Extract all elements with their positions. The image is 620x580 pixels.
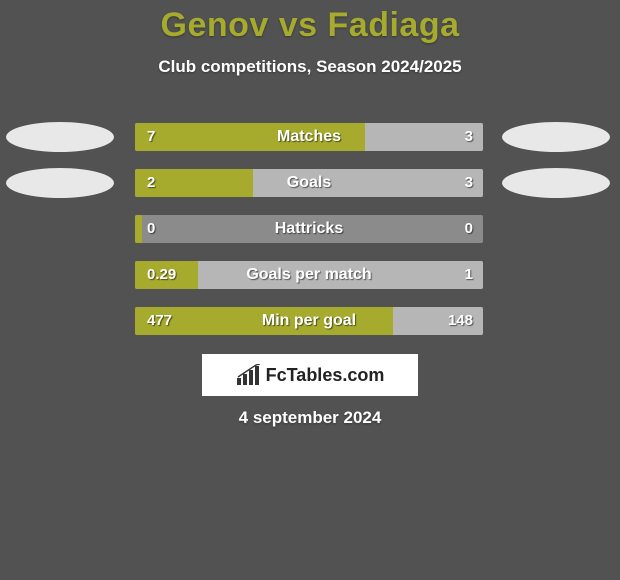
bar-right <box>365 123 483 151</box>
stat-row: Hattricks00 <box>0 212 620 258</box>
comparison-chart: Matches73Goals23Hattricks00Goals per mat… <box>0 120 620 350</box>
page-subtitle: Club competitions, Season 2024/2025 <box>0 57 620 77</box>
date-label: 4 september 2024 <box>0 408 620 428</box>
brand-bars-icon <box>236 364 262 386</box>
bar-left <box>135 169 253 197</box>
stat-row: Goals per match0.291 <box>0 258 620 304</box>
bar-left <box>135 215 142 243</box>
stat-row: Matches73 <box>0 120 620 166</box>
stat-row: Min per goal477148 <box>0 304 620 350</box>
bar-left <box>135 307 393 335</box>
player-left-marker <box>6 168 114 198</box>
bar-track <box>135 123 483 151</box>
bar-left <box>135 261 198 289</box>
brand-box: FcTables.com <box>202 354 418 396</box>
bar-track <box>135 169 483 197</box>
bar-right <box>198 261 483 289</box>
player-left-marker <box>6 122 114 152</box>
bar-track <box>135 261 483 289</box>
brand-label: FcTables.com <box>266 365 385 386</box>
bar-track <box>135 215 483 243</box>
page: Genov vs Fadiaga Club competitions, Seas… <box>0 0 620 580</box>
player-right-marker <box>502 122 610 152</box>
bar-right <box>253 169 483 197</box>
bar-track <box>135 307 483 335</box>
stat-row: Goals23 <box>0 166 620 212</box>
bar-left <box>135 123 365 151</box>
page-title: Genov vs Fadiaga <box>0 0 620 45</box>
player-right-marker <box>502 168 610 198</box>
bar-right <box>393 307 483 335</box>
